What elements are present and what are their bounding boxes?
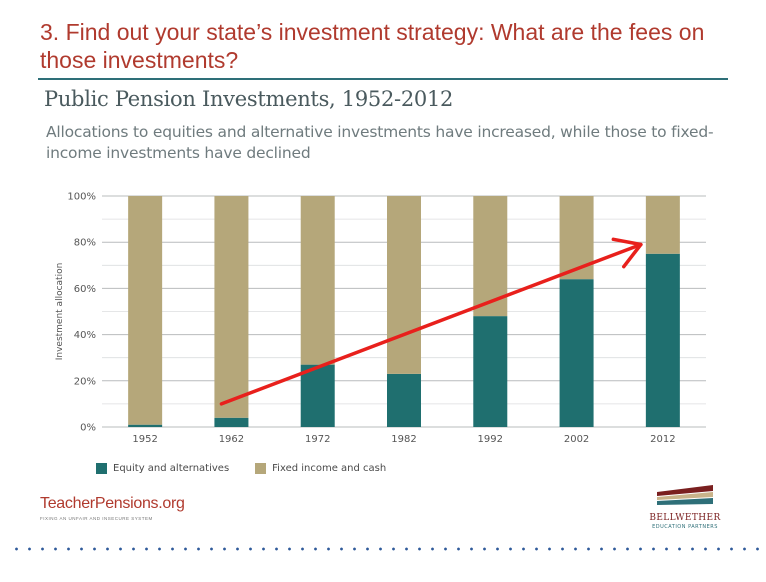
bar-fixed-income-1972 — [300, 196, 335, 365]
bellwether-logo: BELLWETHER EDUCATION PARTNERS — [640, 484, 730, 530]
footer-dotted-line — [10, 547, 760, 551]
bellwether-tagline: EDUCATION PARTNERS — [652, 524, 718, 530]
legend-item-fixed-income: Fixed income and cash — [255, 462, 387, 474]
title-divider — [38, 78, 728, 80]
legend-label-equity: Equity and alternatives — [113, 462, 230, 474]
slide-title: 3. Find out your state’s investment stra… — [40, 19, 705, 73]
y-tick-label: 40% — [74, 330, 96, 341]
bellwether-logo-text: BELLWETHER — [649, 513, 721, 523]
x-tick-label: 2002 — [564, 434, 589, 445]
bar-equity-1982 — [387, 373, 421, 427]
chart-subtitle: Allocations to equities and alternative … — [46, 123, 714, 162]
y-tick-label: 100% — [67, 192, 96, 203]
x-tick-label: 1982 — [391, 434, 416, 445]
legend-item-equity: Equity and alternatives — [96, 462, 230, 474]
y-tick-label: 80% — [74, 238, 96, 249]
trend-arrow-head — [611, 237, 643, 269]
bar-equity-1952 — [128, 424, 163, 427]
x-tick-label: 1972 — [305, 434, 330, 445]
x-tick-label: 2012 — [650, 434, 675, 445]
teacherpensions-logo-text: TeacherPensions.org — [40, 495, 185, 512]
bar-equity-2002 — [559, 279, 594, 427]
bar-fixed-income-2012 — [645, 196, 680, 254]
bar-equity-1992 — [473, 316, 508, 427]
legend-swatch-fixed-income — [255, 462, 267, 474]
y-tick-label: 20% — [74, 376, 96, 387]
x-tick-label: 1992 — [478, 434, 503, 445]
bar-equity-1972 — [300, 364, 335, 427]
chart-title: Public Pension Investments, 1952-2012 — [44, 87, 454, 111]
bar-fixed-income-1982 — [387, 196, 421, 374]
teacherpensions-tagline: FIXING AN UNFAIR AND INSECURE SYSTEM — [40, 516, 153, 521]
trend-arrow-line — [219, 242, 643, 406]
bar-fixed-income-2002 — [559, 196, 594, 280]
teacherpensions-logo: TeacherPensions.org FIXING AN UNFAIR AND… — [40, 495, 185, 521]
chart-legend: Equity and alternatives Fixed income and… — [96, 460, 412, 476]
x-tick-label: 1952 — [132, 434, 157, 445]
bar-fixed-income-1952 — [128, 196, 163, 425]
y-tick-label: 0% — [80, 423, 96, 434]
bellwether-mark-icon — [657, 485, 713, 505]
bar-fixed-income-1962 — [214, 196, 249, 418]
y-tick-label: 60% — [74, 284, 96, 295]
y-axis-label: Investment allocation — [55, 263, 65, 361]
bar-equity-1962 — [214, 417, 249, 427]
bar-equity-2012 — [645, 253, 680, 427]
x-tick-label: 1962 — [219, 434, 244, 445]
legend-label-fixed-income: Fixed income and cash — [272, 462, 387, 474]
legend-swatch-equity — [96, 462, 107, 474]
